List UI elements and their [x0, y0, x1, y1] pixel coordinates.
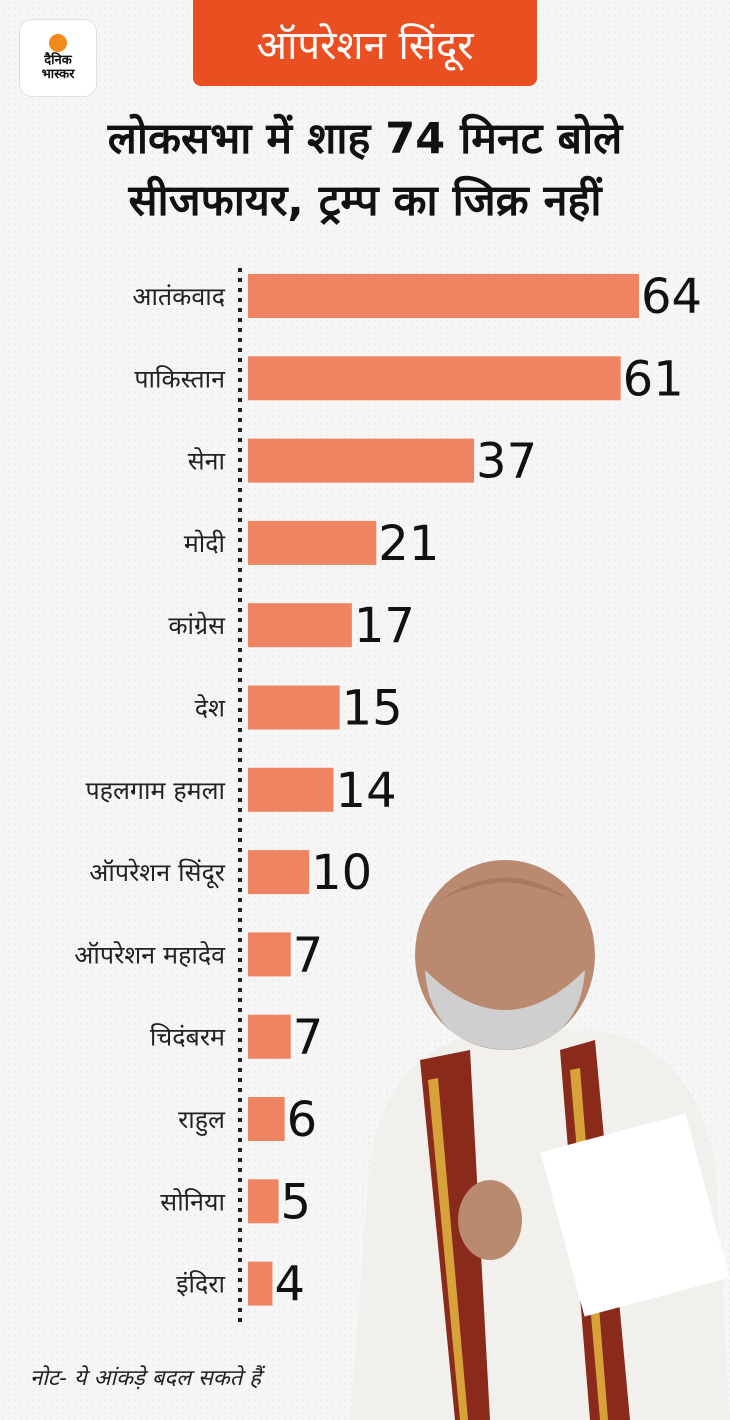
headline-line-2: सीजफायर, ट्रम्प का जिक्र नहीं — [128, 176, 602, 226]
bar-3 — [248, 438, 475, 483]
headline: लोकसभा में शाह 74 मिनट बोले सीजफायर, ट्र… — [0, 108, 730, 232]
bar-5 — [248, 603, 352, 648]
category-label-11: राहुल — [178, 1105, 226, 1136]
bar-8 — [248, 850, 310, 895]
category-label-6: देश — [195, 694, 226, 723]
chart-axis-line — [238, 268, 242, 1323]
speaker-photo — [350, 860, 730, 1420]
category-label-12: सोनिया — [160, 1187, 225, 1216]
category-label-4: मोदी — [184, 529, 226, 558]
bar-4 — [248, 520, 377, 565]
value-label-10: 7 — [293, 1010, 324, 1066]
topic-badge: ऑपरेशन सिंदूर — [193, 0, 537, 86]
category-label-13: इंदिरा — [176, 1270, 225, 1299]
value-label-13: 4 — [274, 1257, 305, 1313]
value-label-2: 61 — [623, 351, 684, 407]
value-label-3: 37 — [476, 434, 537, 490]
category-label-10: चिदंबरम — [150, 1023, 226, 1052]
category-label-3: सेना — [188, 447, 226, 476]
category-label-2: पाकिस्तान — [134, 364, 226, 393]
value-label-12: 5 — [281, 1174, 312, 1230]
dainik-bhaskar-logo: दैनिक भास्कर — [20, 20, 96, 96]
bar-2 — [248, 356, 621, 401]
category-label-7: पहलगाम हमला — [85, 776, 225, 805]
value-label-1: 64 — [641, 269, 702, 325]
category-label-5: कांग्रेस — [168, 611, 226, 640]
bar-6 — [248, 685, 340, 730]
logo-line-2: भास्कर — [41, 67, 75, 82]
bar-11 — [248, 1097, 285, 1141]
value-label-11: 6 — [287, 1092, 318, 1148]
sun-icon — [49, 34, 67, 52]
value-label-8: 10 — [311, 845, 372, 901]
bar-10 — [248, 1014, 291, 1059]
value-label-5: 17 — [354, 598, 415, 654]
bar-7 — [248, 767, 334, 812]
bar-9 — [248, 932, 291, 977]
headline-line-1: लोकसभा में शाह 74 मिनट बोले — [107, 114, 623, 164]
value-label-6: 15 — [342, 681, 403, 737]
logo-line-1: दैनिक — [44, 53, 72, 68]
value-label-4: 21 — [378, 516, 439, 572]
category-label-8: ऑपरेशन सिंदूर — [89, 858, 225, 889]
bar-1 — [248, 274, 639, 318]
value-label-7: 14 — [336, 763, 397, 819]
bar-12 — [248, 1179, 279, 1224]
category-label-1: आतंकवाद — [132, 282, 225, 311]
value-label-9: 7 — [293, 927, 324, 983]
bar-13 — [248, 1261, 273, 1306]
footnote: नोट- ये आंकड़े बदल सकते हैं — [30, 1366, 261, 1391]
category-label-9: ऑपरेशन महादेव — [74, 940, 226, 969]
